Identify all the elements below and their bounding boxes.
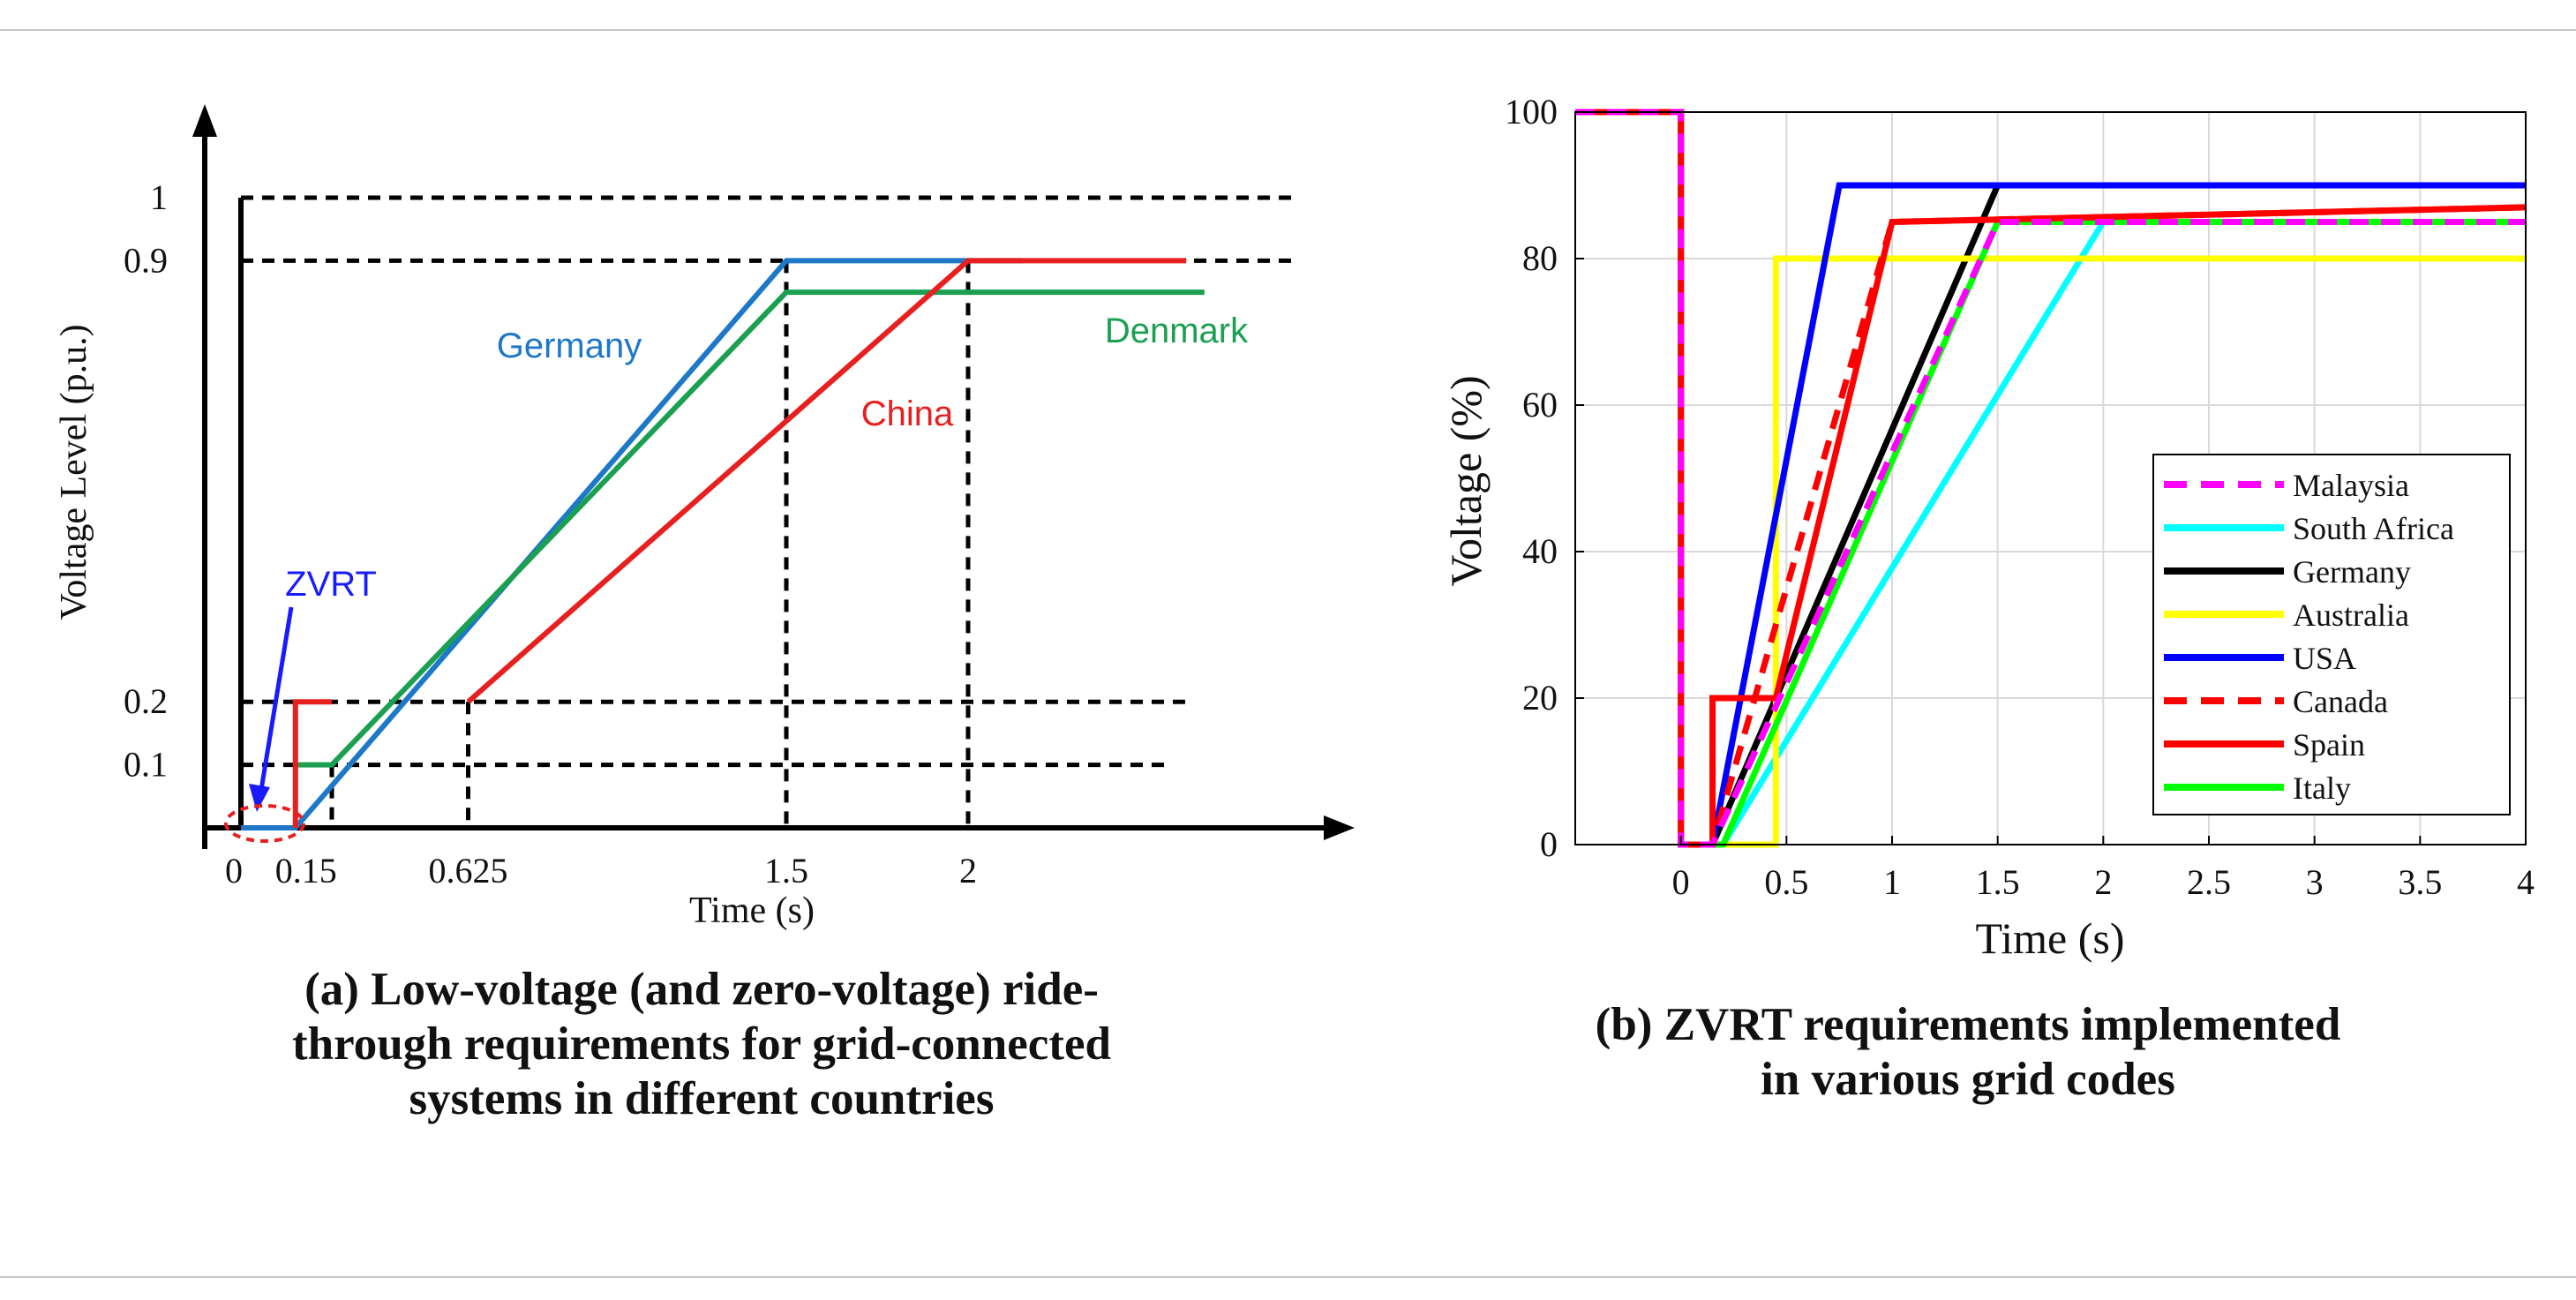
zvrt-arrow-head xyxy=(249,784,270,812)
annotation-germany: Germany xyxy=(497,327,642,365)
x-tick-label-2: 2 xyxy=(2094,862,2112,902)
y-tick-label-0: 0 xyxy=(1540,824,1558,864)
legend-label-usa: USA xyxy=(2293,641,2356,676)
series-china-line xyxy=(466,258,1187,704)
legend-label-italy: Italy xyxy=(2293,770,2351,806)
zvrt-highlight-ellipse xyxy=(224,804,305,843)
x-tick-label-0-625: 0.625 xyxy=(429,851,508,890)
bottom-divider xyxy=(0,1276,2576,1278)
plot-frame xyxy=(1574,111,2527,845)
x-tick-label-1-5: 1.5 xyxy=(764,851,808,890)
caption-a-line-3: systems in different countries xyxy=(409,1073,995,1124)
caption-b-line-1: (b) ZVRT requirements implemented xyxy=(1595,999,2341,1050)
legend-label-canada: Canada xyxy=(2293,684,2388,719)
y-tick-label-100: 100 xyxy=(1505,92,1558,132)
y-tick-label-1: 1 xyxy=(150,177,168,217)
x-axis-label: Time (s) xyxy=(1975,913,2124,963)
legend-box xyxy=(2152,454,2511,815)
annotation-china: China xyxy=(861,395,954,433)
caption-b-line-2: in various grid codes xyxy=(1761,1054,2175,1105)
y-axis-label: Voltage (%) xyxy=(1441,375,1491,586)
x-tick-label-1: 1 xyxy=(1883,862,1901,902)
annotation-denmark: Denmark xyxy=(1105,312,1249,350)
x-tick-label-3-5: 3.5 xyxy=(2398,862,2442,902)
series-denmark-line xyxy=(295,289,1205,768)
x-tick-label-3: 3 xyxy=(2306,862,2324,902)
y-tick-label-0-9: 0.9 xyxy=(124,240,168,280)
y-tick-label-0-2: 0.2 xyxy=(124,681,168,721)
legend-label-australia: Australia xyxy=(2293,597,2409,633)
legend-label-malaysia: Malaysia xyxy=(2293,468,2409,503)
x-tick-label-4: 4 xyxy=(2517,862,2535,902)
caption-a-line-2: through requirements for grid-connected xyxy=(292,1018,1111,1070)
x-tick-label-1-5: 1.5 xyxy=(1976,862,2020,902)
x-axis-label: Time (s) xyxy=(689,890,815,931)
legend-label-south-africa: South Africa xyxy=(2293,511,2454,546)
caption-b: (b) ZVRT requirements implemented in var… xyxy=(1447,997,2489,1107)
x-axis-arrow xyxy=(1324,815,1355,840)
legend-label-spain: Spain xyxy=(2293,727,2365,763)
y-tick-label-20: 20 xyxy=(1522,678,1558,718)
series-zvrt-line xyxy=(292,699,332,828)
y-tick-label-60: 60 xyxy=(1522,385,1558,425)
panel-a-chart: 0 0.15 0.625 1.5 2 0.1 0.2 0.9 1 Time (s) Voltage … xyxy=(54,104,1355,931)
x-tick-label-0-15: 0.15 xyxy=(275,851,337,890)
x-tick-label-0: 0 xyxy=(1672,862,1690,902)
legend-label-germany: Germany xyxy=(2293,554,2411,590)
x-tick-label-2-5: 2.5 xyxy=(2187,862,2231,902)
top-divider xyxy=(0,29,2576,31)
series-canada-line xyxy=(1575,109,2527,848)
y-tick-label-80: 80 xyxy=(1522,238,1558,278)
y-axis-label: Voltage Level (p.u.) xyxy=(54,324,94,620)
x-tick-label-0: 0 xyxy=(225,851,243,890)
x-tick-label-2: 2 xyxy=(959,851,977,890)
y-tick-label-0-1: 0.1 xyxy=(124,745,168,785)
zvrt-arrow-line xyxy=(259,606,294,791)
y-axis-arrow xyxy=(192,104,217,137)
caption-a-line-1: (a) Low-voltage (and zero-voltage) ride- xyxy=(304,964,1099,1015)
x-tick-label-0-5: 0.5 xyxy=(1764,862,1808,902)
caption-a: (a) Low-voltage (and zero-voltage) ride-… xyxy=(106,962,1297,1126)
y-tick-label-40: 40 xyxy=(1522,531,1558,571)
annotation-zvrt: ZVRT xyxy=(285,565,377,604)
